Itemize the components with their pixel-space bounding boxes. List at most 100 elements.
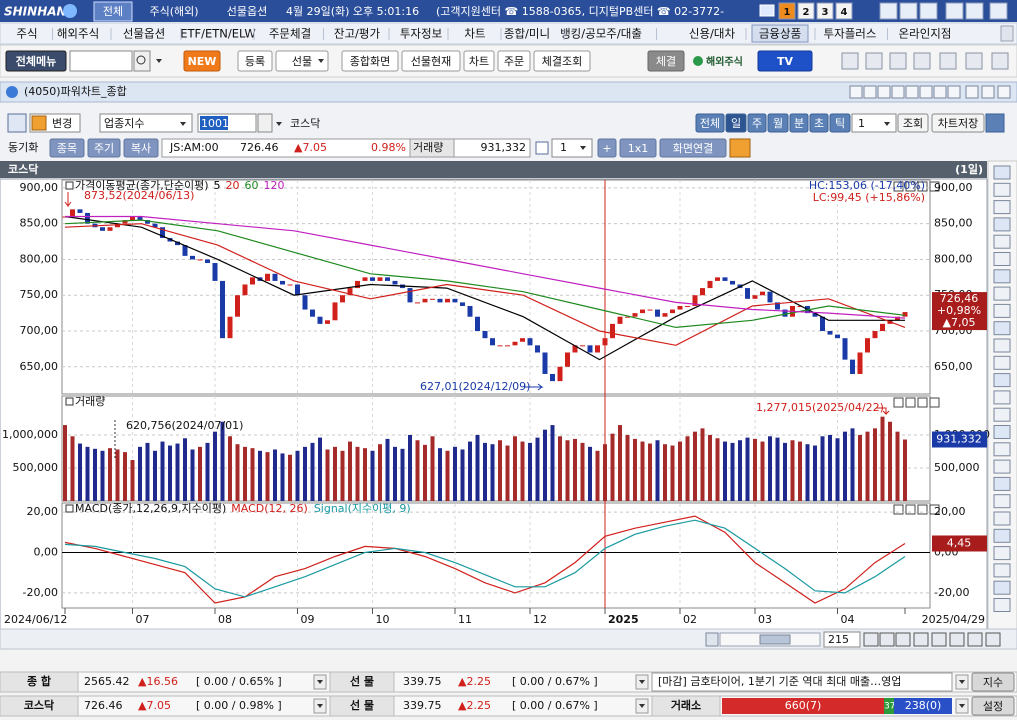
window-control[interactable] — [905, 85, 919, 99]
tool-icon[interactable] — [993, 563, 1011, 578]
window-control[interactable] — [981, 85, 995, 99]
window-button[interactable] — [965, 2, 984, 20]
screen-button[interactable] — [778, 2, 796, 20]
window-button[interactable] — [879, 2, 898, 20]
zoom-button[interactable] — [895, 632, 911, 647]
panel-control[interactable] — [917, 181, 928, 192]
tool-icon[interactable] — [993, 234, 1011, 249]
zoom-button[interactable] — [879, 632, 895, 647]
tool-icon[interactable] — [993, 286, 1011, 301]
tool-icon[interactable] — [993, 425, 1011, 439]
toolbar-icon[interactable] — [939, 52, 957, 70]
panel-control[interactable] — [917, 504, 928, 515]
panel-control[interactable] — [929, 397, 940, 408]
toolbar-icon[interactable] — [913, 52, 931, 70]
quote-button[interactable] — [87, 138, 121, 158]
panel-control[interactable] — [929, 504, 940, 515]
count-box[interactable] — [823, 631, 861, 648]
scroll-thumb[interactable] — [759, 634, 791, 645]
window-control[interactable] — [947, 85, 961, 99]
link-button[interactable] — [659, 138, 727, 158]
window-button[interactable] — [919, 2, 938, 20]
period-button[interactable] — [809, 113, 829, 133]
fill-button[interactable] — [647, 50, 685, 72]
window-button[interactable] — [945, 2, 964, 20]
tool-icon[interactable] — [993, 200, 1011, 215]
tool-icon[interactable] — [993, 598, 1011, 612]
period-button[interactable] — [725, 113, 747, 133]
tool-icon[interactable] — [993, 182, 1011, 197]
toolbar-button[interactable] — [463, 50, 495, 72]
settings-button[interactable] — [985, 113, 1005, 133]
status-button[interactable] — [971, 672, 1015, 692]
toolbar-button[interactable] — [533, 50, 591, 72]
zoom-button[interactable] — [949, 632, 965, 647]
toolbar-icon[interactable] — [841, 52, 859, 70]
zoom-button[interactable] — [931, 632, 947, 647]
toolbar-icon[interactable] — [889, 52, 907, 70]
tool-icon[interactable] — [993, 528, 1011, 543]
tool-icon[interactable] — [993, 546, 1011, 561]
tool-icon[interactable] — [993, 476, 1011, 491]
search-button[interactable] — [133, 50, 151, 72]
tool-icon[interactable] — [993, 303, 1011, 318]
checkbox[interactable] — [535, 141, 549, 155]
tv-button[interactable] — [757, 50, 813, 72]
tool-icon[interactable] — [993, 390, 1011, 405]
panel-control[interactable] — [917, 397, 928, 408]
tab[interactable] — [93, 1, 133, 22]
window-control[interactable] — [997, 85, 1011, 99]
tool-icon[interactable] — [993, 217, 1011, 232]
tool-icon[interactable] — [993, 580, 1011, 595]
panel-control[interactable] — [905, 397, 916, 408]
period-button[interactable] — [695, 113, 725, 133]
grid-button[interactable] — [619, 138, 657, 158]
screen-button[interactable] — [835, 2, 853, 20]
search-input[interactable] — [69, 50, 133, 72]
menu-scroll[interactable] — [1000, 25, 1014, 42]
quote-button[interactable] — [123, 138, 159, 158]
scroll-left[interactable] — [705, 632, 719, 647]
new-button[interactable] — [183, 50, 221, 72]
status-button[interactable] — [971, 696, 1015, 716]
period-button[interactable] — [747, 113, 767, 133]
save-button[interactable] — [931, 113, 985, 133]
panel-control[interactable] — [929, 181, 940, 192]
window-control[interactable] — [849, 85, 863, 99]
zoom-button[interactable] — [863, 632, 879, 647]
layout-select[interactable] — [551, 138, 593, 158]
window-control[interactable] — [919, 85, 933, 99]
toolbar-button[interactable] — [401, 50, 461, 72]
period-button[interactable] — [829, 113, 851, 133]
window-control[interactable] — [877, 85, 891, 99]
toolbar-icon[interactable] — [865, 52, 883, 70]
code-search[interactable] — [257, 113, 273, 133]
period-button[interactable] — [767, 113, 789, 133]
window-control[interactable] — [891, 85, 905, 99]
zoom-button[interactable] — [913, 632, 929, 647]
window-control[interactable] — [933, 85, 947, 99]
toolbar-button[interactable] — [497, 50, 531, 72]
toolbar-button[interactable] — [237, 50, 273, 72]
panel-control[interactable] — [893, 397, 904, 408]
toolbar-icon[interactable] — [991, 52, 1009, 70]
zoom-button[interactable] — [985, 632, 1001, 647]
panel-control[interactable] — [893, 181, 904, 192]
all-menu[interactable] — [5, 50, 67, 72]
tool-icon[interactable] — [993, 355, 1011, 370]
period-button[interactable] — [789, 113, 809, 133]
window-control[interactable] — [965, 85, 979, 99]
tool-icon[interactable] — [993, 252, 1011, 266]
panel-toggle[interactable] — [7, 113, 27, 133]
panel-control[interactable] — [905, 181, 916, 192]
tool-icon[interactable] — [993, 459, 1011, 474]
tab[interactable] — [136, 2, 212, 21]
toolbar-icon[interactable] — [965, 52, 983, 70]
zoom-button[interactable] — [967, 632, 983, 647]
screen-button[interactable] — [797, 2, 815, 20]
panel-control[interactable] — [893, 504, 904, 515]
window-button[interactable] — [989, 2, 1008, 20]
tool-icon[interactable] — [993, 269, 1011, 284]
query-button[interactable] — [897, 113, 929, 133]
quote-button[interactable] — [49, 138, 85, 158]
